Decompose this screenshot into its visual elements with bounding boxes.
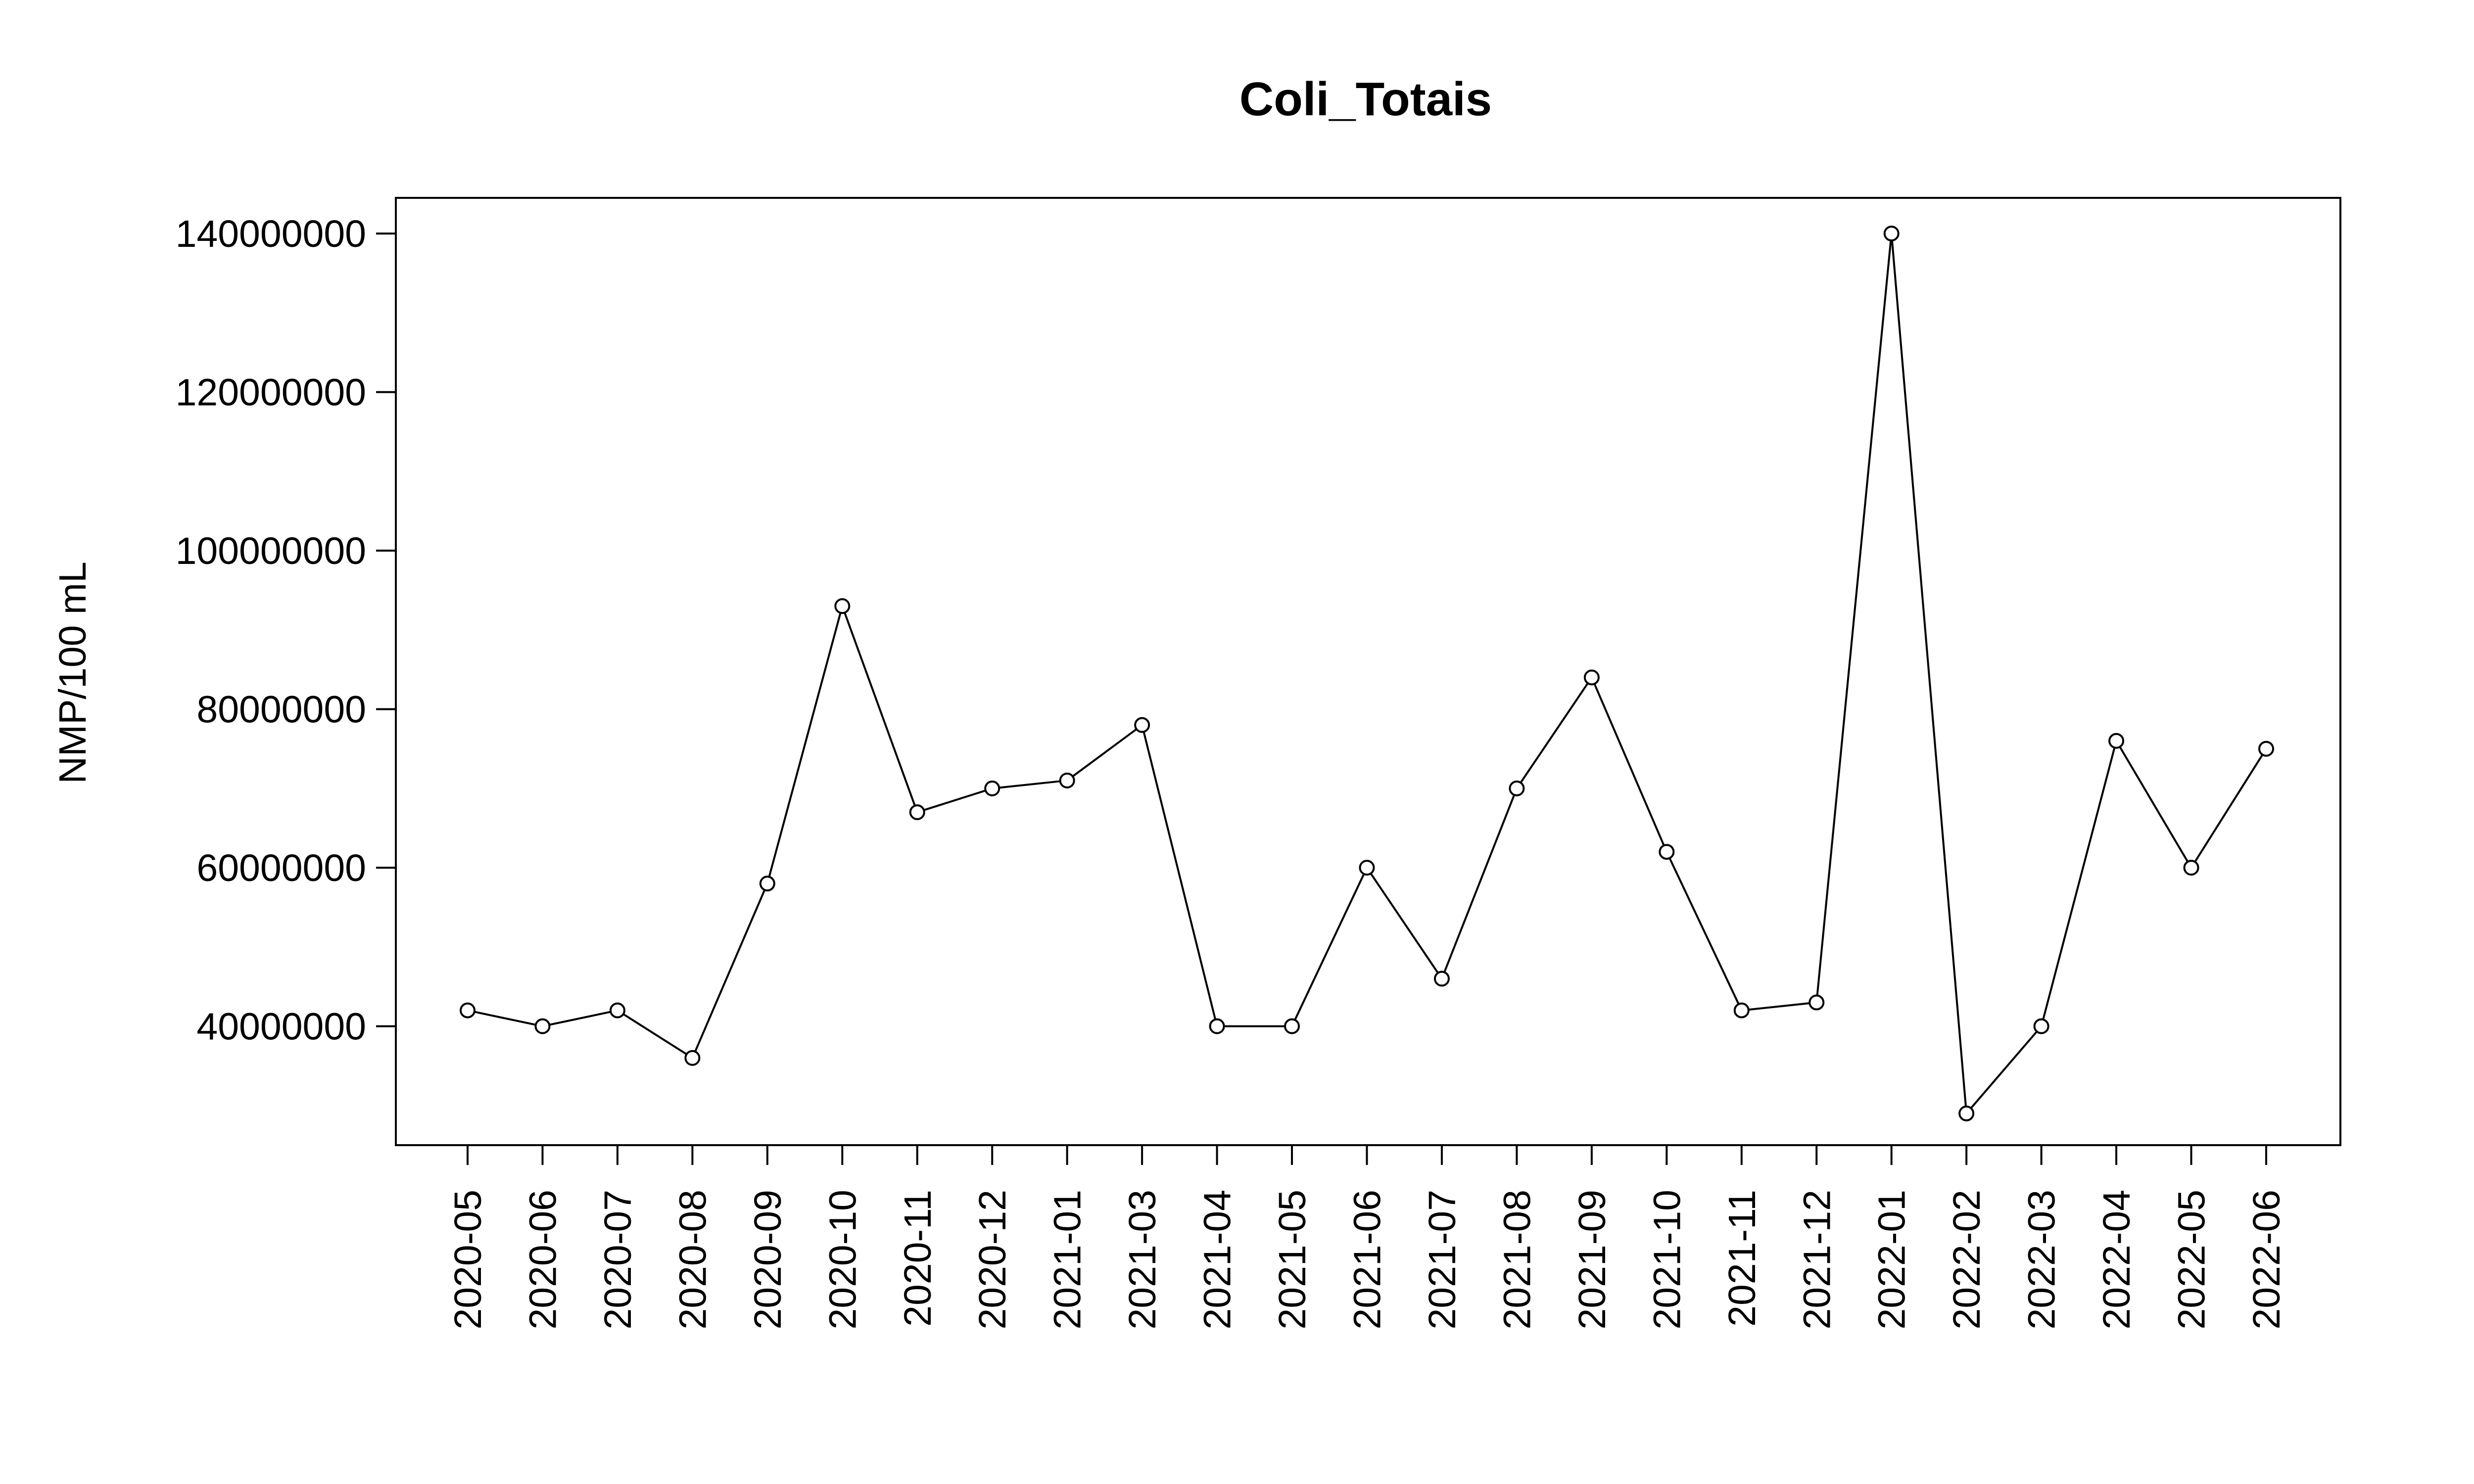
series-line-segment [1072, 728, 1138, 778]
series-line-segment [2042, 747, 2116, 1020]
series-line-segment [474, 1011, 536, 1026]
data-point [1433, 971, 1450, 987]
series-line-segment [1668, 857, 1740, 1005]
x-tick-label: 2021-08 [1496, 1190, 1538, 1330]
series-line-segment [1748, 1002, 1810, 1011]
data-point [534, 1018, 551, 1034]
series-line-segment [1443, 794, 1516, 973]
y-tick-label: 60000000 [196, 847, 366, 889]
data-point [1808, 994, 1825, 1011]
y-tick-label: 120000000 [176, 371, 366, 414]
x-tick-label: 2021-06 [1346, 1190, 1389, 1330]
x-tick-label: 2021-10 [1646, 1190, 1688, 1330]
data-point [1059, 772, 1075, 788]
x-tick-label: 2022-05 [2171, 1190, 2213, 1330]
x-tick-label: 2022-02 [1946, 1190, 1988, 1330]
data-point [1733, 1002, 1750, 1019]
series-line-segment [923, 789, 986, 811]
series-line-segment [1294, 873, 1365, 1020]
series-coli-totais [460, 226, 2274, 1121]
x-tick-label: 2021-05 [1271, 1190, 1314, 1330]
data-point [684, 1050, 701, 1066]
series-line-segment [999, 780, 1060, 789]
data-point [1958, 1105, 1975, 1121]
x-tick-label: 2020-09 [747, 1190, 789, 1330]
x-tick-label: 2020-07 [597, 1190, 639, 1330]
series-line-segment [549, 1011, 611, 1026]
x-tick-label: 2020-05 [447, 1190, 489, 1330]
x-tick-label: 2020-11 [897, 1190, 939, 1327]
x-tick-label: 2020-08 [671, 1190, 714, 1330]
chart-title: Coli_Totais [1239, 73, 1492, 126]
data-point [2258, 741, 2274, 757]
y-tick-label: 100000000 [176, 530, 366, 572]
data-point [2108, 733, 2125, 749]
x-tick-label: 2020-12 [971, 1190, 1014, 1330]
x-tick-label: 2021-01 [1047, 1190, 1089, 1330]
y-tick-label: 40000000 [196, 1006, 366, 1048]
x-tick-label: 2021-09 [1571, 1190, 1614, 1330]
series-line-segment [622, 1013, 687, 1055]
y-axis: 40000000 60000000 80000000 100000000 1200000… [176, 213, 396, 1048]
data-point [984, 780, 1000, 796]
series-line-segment [2194, 754, 2264, 863]
data-point [1359, 860, 1375, 876]
data-point [1209, 1018, 1225, 1034]
y-tick-label: 80000000 [196, 689, 366, 731]
x-tick-label: 2021-11 [1721, 1190, 1763, 1327]
x-tick-label: 2021-03 [1121, 1190, 1164, 1330]
data-point [1134, 717, 1150, 733]
series-line-segment [1816, 240, 1892, 996]
data-point [1883, 226, 1900, 242]
data-point [909, 804, 925, 820]
series-line-segment [1142, 731, 1217, 1020]
plot-frame [395, 197, 2341, 1146]
data-point [834, 598, 851, 614]
x-tick-label: 2021-07 [1421, 1190, 1464, 1330]
x-tick-label: 2020-10 [821, 1190, 864, 1330]
x-tick-label: 2022-01 [1871, 1190, 1913, 1330]
data-point [2183, 860, 2199, 876]
x-tick-label: 2021-04 [1196, 1190, 1239, 1330]
series-line-segment [1593, 683, 1665, 846]
x-tick-label: 2022-03 [2021, 1190, 2063, 1330]
series-line-segment [844, 612, 916, 806]
data-point [1659, 844, 1675, 860]
data-point [1284, 1018, 1300, 1034]
data-point [609, 1002, 625, 1019]
series-line-segment [1970, 1030, 2038, 1109]
series-line-segment [1370, 873, 1439, 974]
x-tick-label: 2021-12 [1796, 1190, 1838, 1330]
x-tick-label: 2020-06 [522, 1190, 564, 1330]
y-tick-label: 140000000 [176, 213, 366, 255]
data-point [1583, 669, 1600, 686]
series-line-segment [768, 612, 842, 878]
series-line-segment [2119, 746, 2189, 863]
data-point [1509, 780, 1525, 796]
data-point [759, 876, 775, 892]
x-tick-label: 2022-06 [2245, 1190, 2288, 1330]
series-line-segment [1520, 683, 1589, 784]
series-line-segment [1891, 240, 1967, 1107]
data-point [460, 1002, 476, 1019]
x-axis: 2020-05 2020-06 2020-07 2020-08 2020-09 2020-… [447, 1145, 2288, 1330]
series-line-segment [694, 889, 766, 1052]
y-axis-label: NMP/100 mL [51, 561, 94, 784]
x-tick-label: 2022-04 [2095, 1190, 2138, 1330]
data-point [2033, 1018, 2049, 1034]
